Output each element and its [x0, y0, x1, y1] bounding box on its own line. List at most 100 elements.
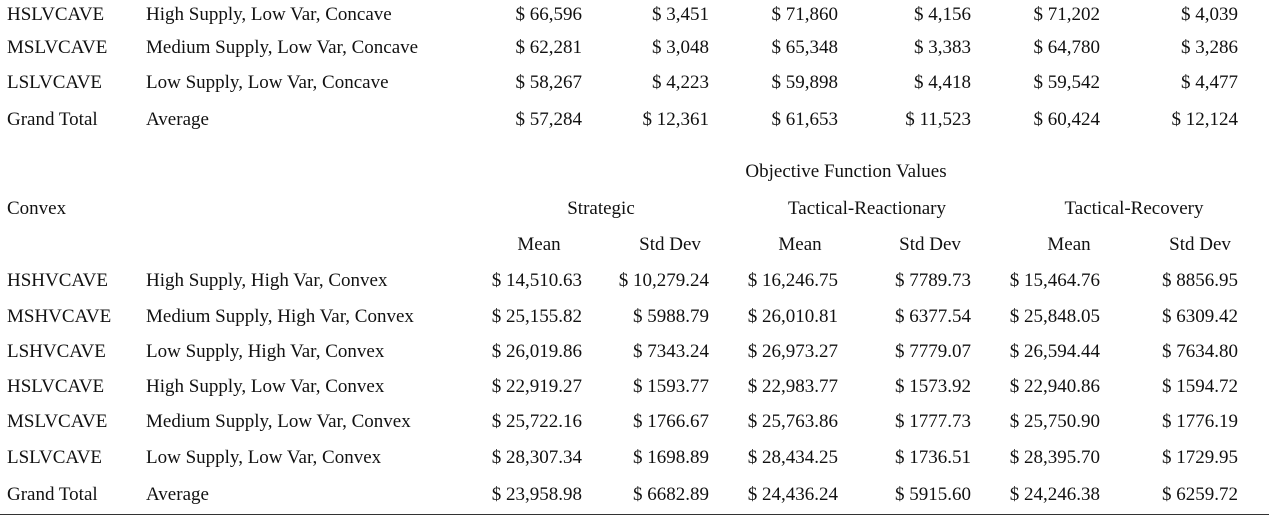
strategic-std-dev: $ 1593.77 [633, 376, 709, 397]
subheader-std-dev: Std Dev [1169, 234, 1231, 255]
recovery-std-dev: $ 4,039 [1181, 4, 1238, 25]
group-header-tactical-recovery: Tactical-Recovery [1064, 198, 1204, 219]
strategic-mean: $ 57,284 [515, 109, 583, 130]
strategic-std-dev: $ 10,279.24 [618, 270, 709, 291]
recovery-mean: $ 25,848.05 [1009, 306, 1100, 327]
recovery-std-dev: $ 4,477 [1181, 72, 1238, 93]
table-row: LSLVCAVE Low Supply, Low Var, Convex $ 2… [0, 443, 1269, 473]
strategic-mean: $ 62,281 [515, 37, 583, 58]
reactionary-std-dev: $ 11,523 [905, 109, 971, 130]
group-header-strategic: Strategic [567, 198, 635, 219]
reactionary-mean: $ 71,860 [771, 4, 839, 25]
reactionary-std-dev: $ 1777.73 [895, 411, 971, 432]
recovery-mean: $ 64,780 [1033, 37, 1101, 58]
subheader-mean: Mean [517, 234, 561, 255]
grand-total-row: Grand Total Average $ 23,958.98 $ 6682.8… [0, 480, 1269, 510]
strategic-std-dev: $ 1698.89 [633, 447, 709, 468]
table-row: HSHVCAVE High Supply, High Var, Convex $… [0, 266, 1269, 296]
reactionary-std-dev: $ 7779.07 [895, 341, 971, 362]
table-row: HSLVCAVE High Supply, Low Var, Convex $ … [0, 372, 1269, 402]
row-description: High Supply, Low Var, Concave [146, 4, 392, 25]
reactionary-mean: $ 59,898 [771, 72, 839, 93]
strategic-mean: $ 25,155.82 [491, 306, 582, 327]
objective-function-title: Objective Function Values [745, 161, 947, 182]
recovery-std-dev: $ 1776.19 [1162, 411, 1238, 432]
table-row: LSLVCAVE Low Supply, Low Var, Concave $ … [0, 68, 1269, 98]
strategic-std-dev: $ 5988.79 [633, 306, 709, 327]
recovery-mean: $ 25,750.90 [1009, 411, 1100, 432]
group-header-row: Convex Strategic Tactical-Reactionary Ta… [0, 194, 1269, 224]
recovery-std-dev: $ 1729.95 [1162, 447, 1238, 468]
recovery-std-dev: $ 3,286 [1181, 37, 1238, 58]
recovery-mean: $ 59,542 [1033, 72, 1101, 93]
row-description: Medium Supply, High Var, Convex [146, 306, 414, 327]
row-code: Grand Total [7, 484, 98, 505]
reactionary-std-dev: $ 6377.54 [895, 306, 971, 327]
reactionary-std-dev: $ 4,156 [914, 4, 971, 25]
subheader-std-dev: Std Dev [639, 234, 701, 255]
grand-total-row: Grand Total Average $ 57,284 $ 12,361 $ … [0, 105, 1269, 135]
reactionary-std-dev: $ 5915.60 [895, 484, 971, 505]
recovery-mean: $ 71,202 [1033, 4, 1101, 25]
recovery-mean: $ 15,464.76 [1009, 270, 1100, 291]
strategic-std-dev: $ 6682.89 [633, 484, 709, 505]
row-code: LSLVCAVE [7, 72, 103, 93]
recovery-mean: $ 24,246.38 [1009, 484, 1100, 505]
group-header-tactical-reactionary: Tactical-Reactionary [788, 198, 946, 219]
table-row: MSHVCAVE Medium Supply, High Var, Convex… [0, 302, 1269, 332]
row-description: Medium Supply, Low Var, Concave [146, 37, 419, 58]
strategic-mean: $ 58,267 [515, 72, 583, 93]
row-description: Average [146, 109, 209, 130]
table-row: MSLVCAVE Medium Supply, Low Var, Concave… [0, 33, 1269, 63]
reactionary-std-dev: $ 3,383 [914, 37, 971, 58]
row-code: HSLVCAVE [7, 4, 105, 25]
strategic-std-dev: $ 7343.24 [633, 341, 709, 362]
reactionary-mean: $ 65,348 [771, 37, 839, 58]
reactionary-mean: $ 16,246.75 [747, 270, 838, 291]
reactionary-std-dev: $ 7789.73 [895, 270, 971, 291]
subheader-std-dev: Std Dev [899, 234, 961, 255]
row-description: Average [146, 484, 209, 505]
table-bottom-rule [0, 514, 1269, 515]
row-description: High Supply, High Var, Convex [146, 270, 388, 291]
row-description: Medium Supply, Low Var, Convex [146, 411, 411, 432]
row-description: High Supply, Low Var, Convex [146, 376, 385, 397]
recovery-mean: $ 28,395.70 [1009, 447, 1100, 468]
strategic-mean: $ 26,019.86 [491, 341, 582, 362]
recovery-std-dev: $ 1594.72 [1162, 376, 1238, 397]
reactionary-mean: $ 28,434.25 [747, 447, 838, 468]
strategic-mean: $ 66,596 [515, 4, 583, 25]
section-label-convex: Convex [7, 198, 67, 219]
objective-header-row: Objective Function Values [0, 157, 1269, 187]
strategic-mean: $ 22,919.27 [491, 376, 582, 397]
strategic-std-dev: $ 4,223 [652, 72, 709, 93]
row-code: LSHVCAVE [7, 341, 106, 362]
reactionary-std-dev: $ 1573.92 [895, 376, 971, 397]
recovery-std-dev: $ 6309.42 [1162, 306, 1238, 327]
row-code: LSLVCAVE [7, 447, 103, 468]
strategic-std-dev: $ 3,048 [652, 37, 709, 58]
row-code: MSLVCAVE [7, 411, 108, 432]
recovery-std-dev: $ 7634.80 [1162, 341, 1238, 362]
row-description: Low Supply, Low Var, Convex [146, 447, 382, 468]
subheader-mean: Mean [778, 234, 822, 255]
reactionary-mean: $ 22,983.77 [747, 376, 838, 397]
strategic-std-dev: $ 12,361 [642, 109, 710, 130]
recovery-mean: $ 26,594.44 [1009, 341, 1100, 362]
table-row: LSHVCAVE Low Supply, High Var, Convex $ … [0, 337, 1269, 367]
row-code: Grand Total [7, 109, 98, 130]
reactionary-mean: $ 24,436.24 [747, 484, 838, 505]
subheader-row: Mean Std Dev Mean Std Dev Mean Std Dev [0, 230, 1269, 260]
row-description: Low Supply, Low Var, Concave [146, 72, 389, 93]
recovery-std-dev: $ 8856.95 [1162, 270, 1238, 291]
strategic-std-dev: $ 3,451 [652, 4, 709, 25]
row-code: HSHVCAVE [7, 270, 109, 291]
strategic-std-dev: $ 1766.67 [633, 411, 709, 432]
reactionary-mean: $ 26,010.81 [747, 306, 838, 327]
row-code: HSLVCAVE [7, 376, 105, 397]
recovery-mean: $ 22,940.86 [1009, 376, 1100, 397]
strategic-mean: $ 28,307.34 [491, 447, 582, 468]
strategic-mean: $ 23,958.98 [491, 484, 582, 505]
strategic-mean: $ 14,510.63 [491, 270, 582, 291]
row-code: MSHVCAVE [7, 306, 112, 327]
